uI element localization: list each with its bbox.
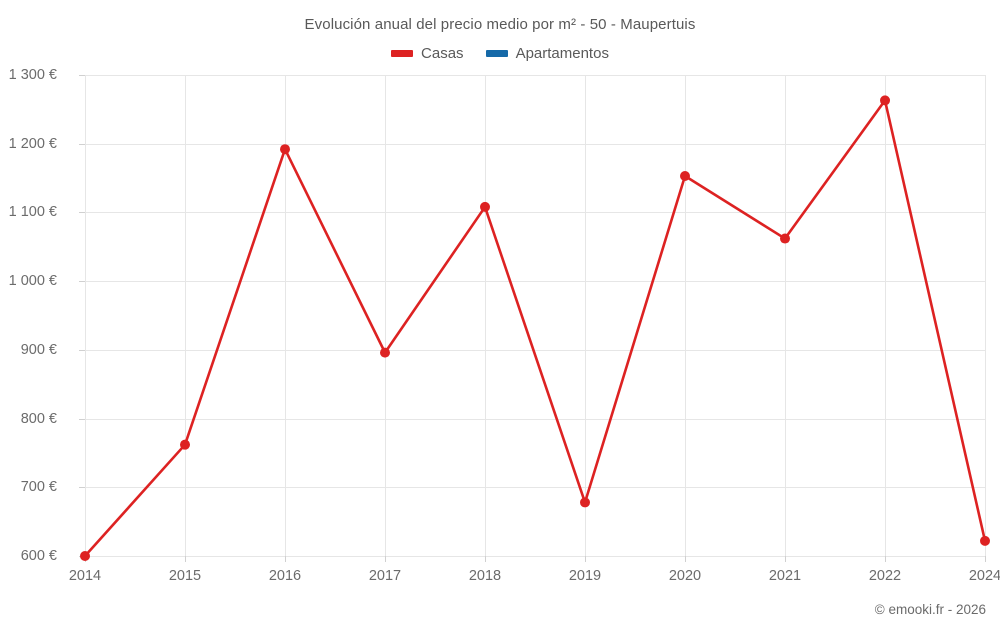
data-point-casas[interactable] (680, 171, 690, 182)
x-axis-tick-label: 2021 (768, 568, 802, 584)
x-axis-tick-mark (785, 556, 786, 562)
y-axis-tick-label: 800 € (20, 410, 57, 427)
x-axis-tick-label: 2016 (268, 568, 302, 584)
gridline-vertical (685, 75, 686, 556)
y-axis-tick-mark (79, 418, 85, 420)
gridline-vertical (585, 75, 586, 556)
y-axis-tick-mark (79, 212, 85, 214)
gridline-horizontal (85, 418, 985, 420)
x-axis-tick-mark (585, 556, 586, 562)
x-axis-tick-label: 2020 (668, 568, 702, 584)
plot-area: 600 € 700 € 800 € 900 € 1 000 € 1 100 € 1 200 … (9, 67, 1000, 584)
gridline-vertical (485, 75, 486, 556)
y-axis-tick-mark (79, 487, 85, 489)
data-point-casas[interactable] (180, 439, 190, 450)
chart-legend: Casas Apartamentos (0, 45, 1000, 62)
gridline-horizontal (85, 281, 985, 283)
data-point-casas[interactable] (880, 95, 890, 106)
gridline-horizontal (85, 349, 985, 351)
gridline-horizontal (85, 143, 985, 145)
x-axis-tick-label: 2017 (368, 568, 402, 584)
legend-item-casas[interactable]: Casas (391, 45, 464, 62)
y-axis-tick-label: 1 000 € (8, 273, 57, 290)
data-point-casas[interactable] (780, 233, 790, 244)
x-axis-tick-mark (985, 556, 986, 562)
gridline-horizontal (85, 556, 985, 557)
x-axis-tick-mark (385, 556, 386, 562)
legend-label-apartamentos: Apartamentos (515, 45, 609, 62)
x-axis-tick-label: 2018 (468, 568, 502, 584)
y-axis-tick-label: 1 300 € (8, 67, 57, 83)
data-point-casas[interactable] (580, 497, 590, 508)
x-axis-tick-mark (285, 556, 286, 562)
gridline-vertical (385, 75, 386, 556)
x-axis-tick-label: 2019 (568, 568, 602, 584)
gridline-vertical (785, 75, 786, 556)
x-axis-tick-label: 2022 (868, 568, 902, 584)
x-axis-tick-mark (885, 556, 886, 562)
legend-item-apartamentos[interactable]: Apartamentos (485, 45, 609, 62)
y-axis-tick-label: 700 € (20, 479, 57, 496)
gridline-vertical (285, 75, 286, 556)
data-point-casas[interactable] (80, 551, 90, 561)
y-axis-tick-mark (79, 349, 85, 351)
data-point-casas[interactable] (480, 201, 490, 212)
x-axis-tick-label: 2024 (968, 568, 1000, 584)
x-axis-tick-label: 2014 (68, 568, 102, 584)
y-axis-tick-label: 600 € (20, 548, 57, 564)
footer-credit: © emooki.fr - 2026 (874, 602, 986, 617)
x-axis-tick-mark (185, 556, 186, 562)
gridline-vertical (985, 75, 986, 556)
y-axis-tick-label: 1 200 € (8, 135, 57, 152)
y-axis-tick-label: 900 € (20, 341, 57, 358)
legend-label-casas: Casas (421, 45, 464, 62)
y-axis-tick-mark (79, 281, 85, 283)
y-axis-tick-mark (79, 75, 85, 76)
gridline-horizontal (85, 212, 985, 214)
x-axis-tick-mark (685, 556, 686, 562)
gridline-horizontal (85, 487, 985, 489)
gridline-vertical (885, 75, 886, 556)
gridline-vertical (85, 75, 86, 556)
y-axis-tick-label: 1 100 € (8, 204, 57, 221)
data-point-casas[interactable] (280, 144, 290, 155)
series-line-casas (83, 99, 987, 558)
legend-swatch-apartamentos (485, 50, 508, 57)
gridline-horizontal (85, 75, 985, 76)
data-point-casas[interactable] (980, 535, 990, 546)
data-point-casas[interactable] (380, 347, 390, 358)
y-axis-tick-mark (79, 143, 85, 145)
gridline-vertical (185, 75, 186, 556)
legend-swatch-casas (391, 50, 414, 57)
x-axis-tick-mark (485, 556, 486, 562)
series-plot (80, 95, 990, 561)
chart-title: Evolución anual del precio medio por m² … (304, 16, 696, 33)
x-axis-tick-label: 2015 (168, 568, 202, 584)
